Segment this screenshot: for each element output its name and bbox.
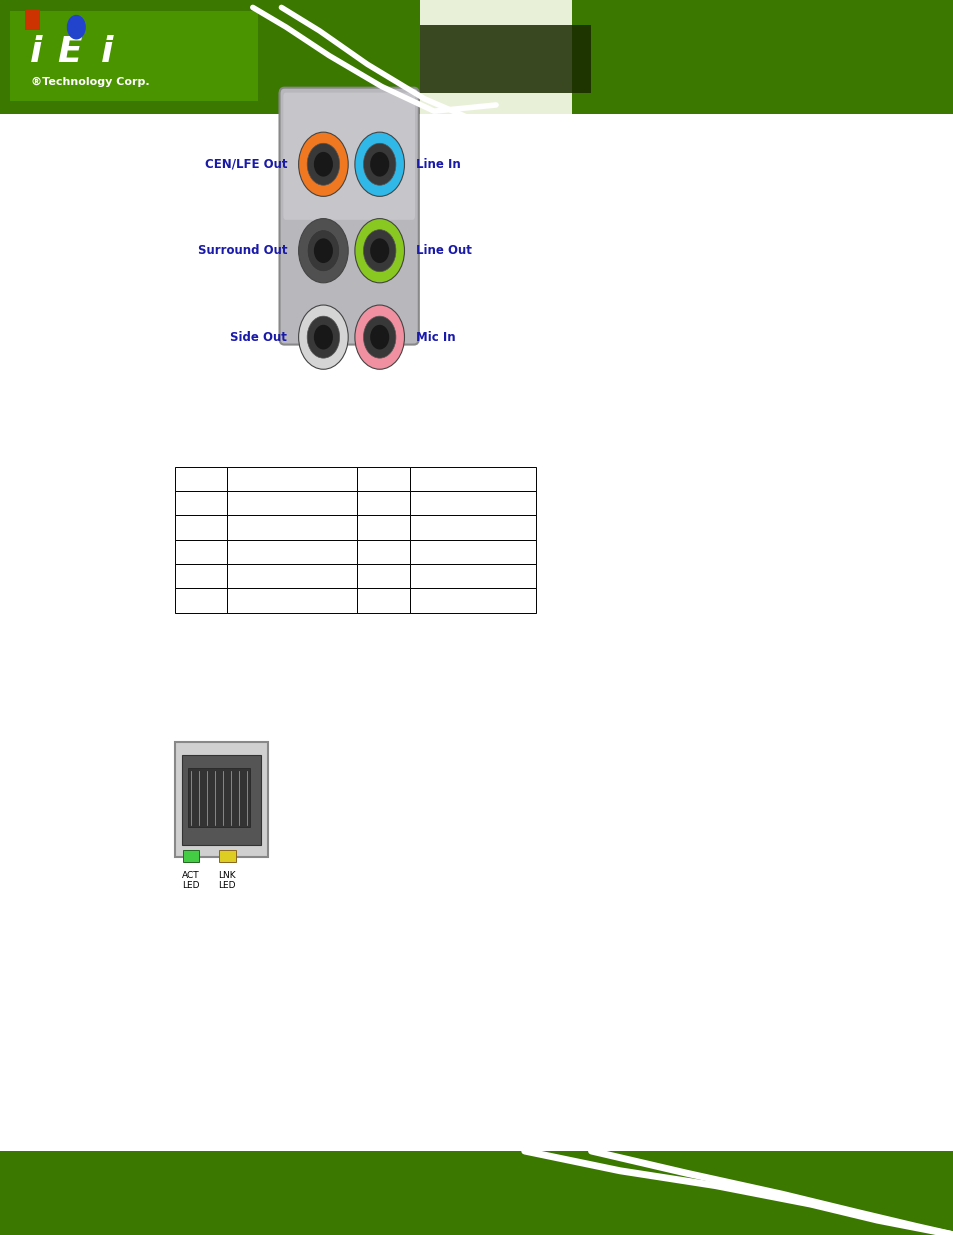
- Circle shape: [298, 219, 348, 283]
- Bar: [356, 515, 409, 540]
- Circle shape: [67, 15, 86, 40]
- Bar: [10, 11, 257, 101]
- Bar: [25, 10, 40, 30]
- Circle shape: [314, 152, 333, 177]
- Text: Line Out: Line Out: [416, 245, 472, 257]
- Text: Mic In: Mic In: [416, 331, 456, 343]
- Circle shape: [363, 230, 395, 272]
- Bar: [227, 564, 356, 588]
- Bar: [409, 540, 536, 564]
- Bar: [174, 588, 227, 613]
- Bar: [227, 467, 356, 492]
- Bar: [227, 515, 356, 540]
- Text: CEN/LFE Out: CEN/LFE Out: [205, 158, 287, 170]
- Bar: [419, 25, 591, 93]
- Circle shape: [370, 325, 389, 350]
- Text: i: i: [30, 35, 42, 69]
- Bar: [219, 850, 235, 862]
- Bar: [227, 540, 356, 564]
- Circle shape: [363, 143, 395, 185]
- Text: LNK
LED: LNK LED: [218, 871, 235, 890]
- Bar: [572, 0, 953, 114]
- Text: Side Out: Side Out: [230, 331, 287, 343]
- Bar: [227, 588, 356, 613]
- Bar: [356, 492, 409, 515]
- Text: i: i: [101, 35, 112, 69]
- Bar: [356, 588, 409, 613]
- FancyBboxPatch shape: [182, 755, 261, 845]
- Bar: [409, 492, 536, 515]
- Bar: [174, 467, 227, 492]
- Circle shape: [307, 143, 339, 185]
- Circle shape: [370, 238, 389, 263]
- FancyBboxPatch shape: [279, 88, 418, 345]
- Text: ®Technology Corp.: ®Technology Corp.: [31, 77, 150, 86]
- Bar: [409, 588, 536, 613]
- Circle shape: [298, 305, 348, 369]
- FancyBboxPatch shape: [174, 742, 268, 857]
- Bar: [174, 564, 227, 588]
- Circle shape: [298, 132, 348, 196]
- FancyBboxPatch shape: [419, 0, 953, 114]
- Circle shape: [314, 325, 333, 350]
- FancyBboxPatch shape: [283, 93, 415, 220]
- Bar: [0, 1151, 953, 1235]
- Bar: [409, 515, 536, 540]
- Bar: [174, 515, 227, 540]
- Circle shape: [307, 316, 339, 358]
- Text: Surround Out: Surround Out: [197, 245, 287, 257]
- Text: Line In: Line In: [416, 158, 460, 170]
- Bar: [356, 467, 409, 492]
- Bar: [356, 564, 409, 588]
- Circle shape: [355, 132, 404, 196]
- Bar: [183, 850, 199, 862]
- Bar: [174, 492, 227, 515]
- Bar: [356, 540, 409, 564]
- Bar: [227, 492, 356, 515]
- Text: E: E: [57, 35, 82, 69]
- Circle shape: [363, 316, 395, 358]
- Circle shape: [355, 305, 404, 369]
- Circle shape: [307, 230, 339, 272]
- Circle shape: [355, 219, 404, 283]
- FancyBboxPatch shape: [188, 768, 250, 827]
- Bar: [409, 467, 536, 492]
- Bar: [0, 0, 953, 114]
- Bar: [409, 564, 536, 588]
- Circle shape: [314, 238, 333, 263]
- Text: ACT
LED: ACT LED: [182, 871, 199, 890]
- Circle shape: [370, 152, 389, 177]
- Bar: [174, 540, 227, 564]
